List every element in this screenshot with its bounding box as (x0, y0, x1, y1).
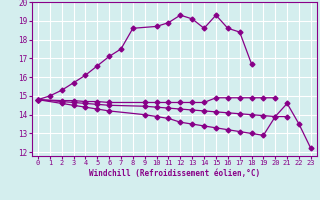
X-axis label: Windchill (Refroidissement éolien,°C): Windchill (Refroidissement éolien,°C) (89, 169, 260, 178)
